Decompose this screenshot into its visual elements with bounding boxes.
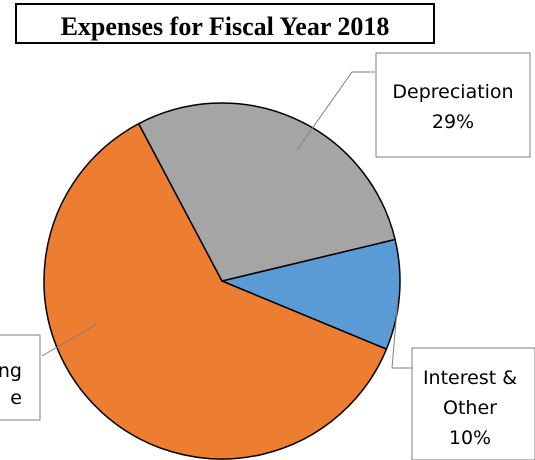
label-box-interest-other: [411, 347, 535, 460]
label-interest-other-percent: 10%: [449, 427, 491, 449]
label-box-operating-expense: [0, 334, 41, 421]
leader-line-operating-expense: [41, 323, 98, 357]
label-operating-expense-line1: ng: [0, 360, 22, 382]
label-interest-other-line2: Other: [443, 397, 497, 419]
label-interest-other-line1: Interest &: [423, 367, 517, 389]
label-depreciation-name: Depreciation: [392, 81, 513, 103]
pie-slice-interest-other: [221, 238, 401, 350]
label-depreciation-percent: 29%: [432, 111, 474, 133]
leader-line-depreciation: [296, 71, 375, 151]
title-box: [15, 3, 435, 44]
pie-slice-operating-expense: [43, 122, 388, 460]
label-operating-expense-line2: e: [10, 387, 22, 409]
chart-title: Expenses for Fiscal Year 2018: [61, 12, 390, 41]
leader-line-interest-other: [391, 296, 412, 369]
label-box-depreciation: [375, 52, 531, 158]
pie-slice-depreciation: [137, 102, 396, 282]
